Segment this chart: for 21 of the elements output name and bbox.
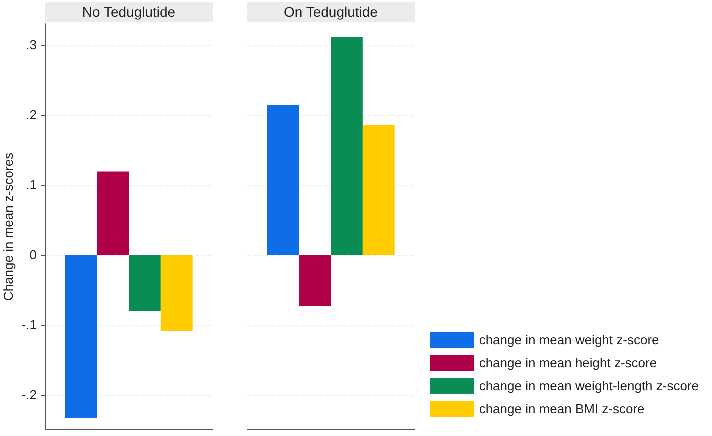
x-tick-label: No Teduglutide	[82, 4, 176, 20]
legend-label: change in mean height z-score	[479, 356, 658, 370]
bar	[97, 172, 129, 255]
bar	[160, 255, 193, 332]
y-axis-title: Change in mean z-scores	[1, 152, 16, 302]
y-tick-label: .3	[26, 38, 37, 52]
x-tick-label: On Teduglutide	[284, 4, 378, 20]
y-tick-label: .2	[26, 108, 37, 122]
bar	[331, 37, 363, 255]
legend-label: change in mean weight-length z-score	[479, 378, 700, 394]
legend-label: change in mean BMI z-score	[479, 402, 645, 416]
y-tick-label: -.1	[22, 318, 37, 332]
bar	[129, 255, 161, 311]
bar	[362, 126, 395, 255]
bar	[65, 255, 98, 418]
y-tick-label: .1	[26, 178, 37, 192]
y-tick-label: -.2	[22, 388, 37, 402]
y-tick-label: 0	[30, 248, 37, 262]
bar	[299, 255, 331, 306]
legend-label: change in mean weight z-score	[479, 332, 660, 348]
bar	[267, 105, 300, 255]
